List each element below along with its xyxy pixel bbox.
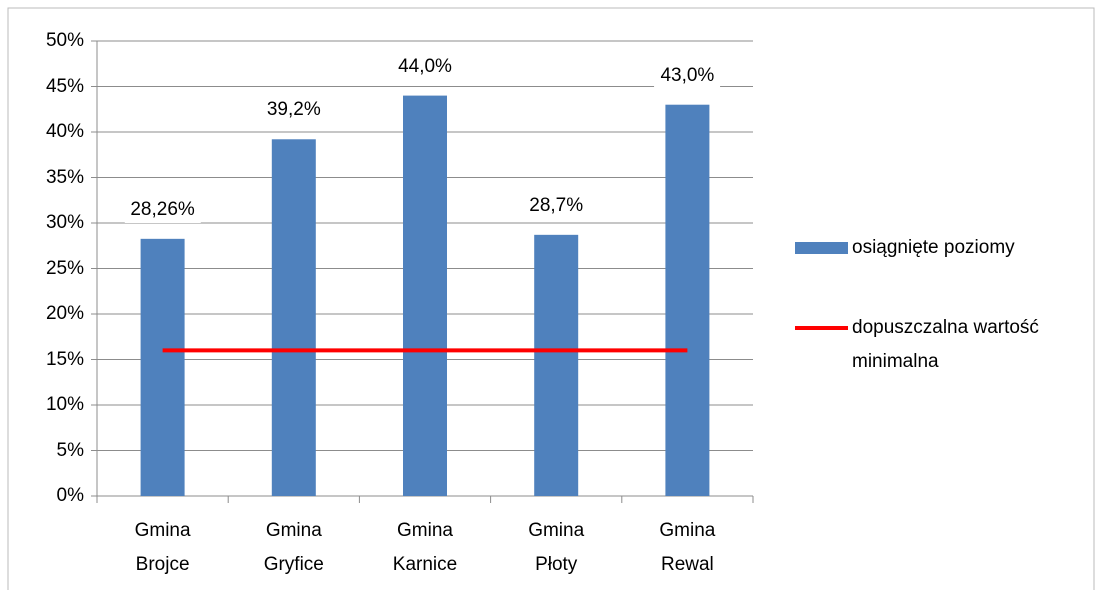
bar xyxy=(271,139,316,496)
data-label: 39,2% xyxy=(260,97,327,124)
x-tick-label: Gmina Gryfice xyxy=(263,520,324,575)
data-label: 28,26% xyxy=(124,196,201,223)
y-tick-label: 20% xyxy=(45,303,84,324)
y-tick-label: 50% xyxy=(45,30,84,51)
legend-label: osiągnięte poziomy xyxy=(852,237,1015,258)
x-tick-label: Gmina Rewal xyxy=(659,520,716,575)
y-tick-label: 15% xyxy=(45,348,84,370)
y-tick-label: 10% xyxy=(45,394,84,415)
data-label: 28,7% xyxy=(523,192,590,219)
x-tick-label: Gmina Płoty xyxy=(528,520,585,575)
y-tick-label: 5% xyxy=(56,439,84,461)
y-tick-label: 40% xyxy=(45,121,84,142)
y-tick-label: 35% xyxy=(45,166,84,188)
x-tick-label: Gmina Brojce xyxy=(134,520,191,575)
y-tick-label: 45% xyxy=(45,75,84,97)
x-tick-label: Gmina Karnice xyxy=(392,520,458,575)
bar xyxy=(403,95,447,496)
legend-swatch xyxy=(795,242,848,254)
data-label: 44,0% xyxy=(392,53,458,80)
bar xyxy=(665,104,710,496)
y-tick-label: 0% xyxy=(56,485,84,506)
bar xyxy=(140,238,185,497)
y-tick-label: 30% xyxy=(45,212,84,233)
y-tick-label: 25% xyxy=(45,257,84,279)
data-label: 43,0% xyxy=(654,62,721,89)
bar xyxy=(534,234,579,496)
legend-label: dopuszczalna wartość minimalna xyxy=(852,317,1039,372)
chart-border xyxy=(7,7,1095,590)
